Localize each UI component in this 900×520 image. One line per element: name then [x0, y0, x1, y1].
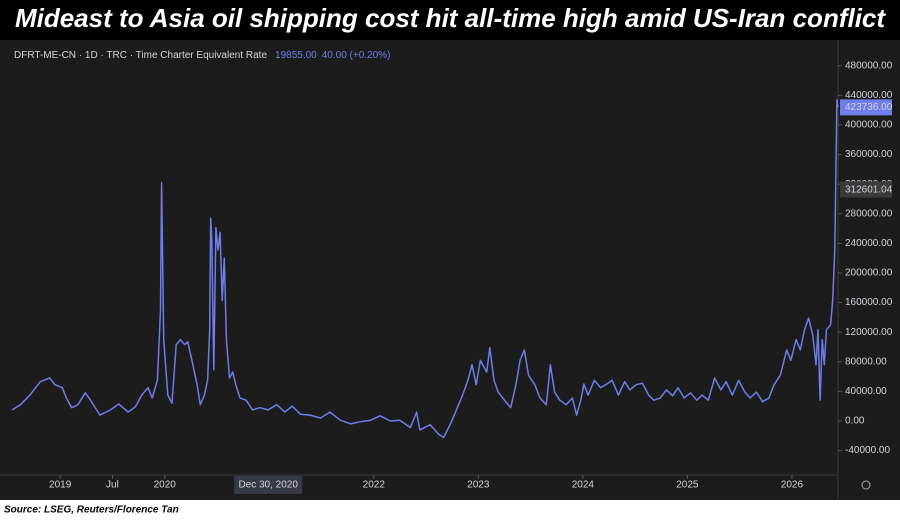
last-price-box — [840, 99, 892, 116]
y-tick-label: 240000.00 — [845, 238, 893, 249]
x-tick-label: Jul — [106, 480, 119, 491]
y-tick-label: 120000.00 — [845, 327, 893, 338]
crosshair-label-box — [234, 476, 303, 494]
settings-icon[interactable] — [861, 480, 871, 490]
price-line — [11, 99, 839, 439]
source-bar — [0, 500, 900, 520]
y-tick-label: 400000.00 — [845, 120, 893, 131]
marker-price-label: 312601.04 — [845, 184, 893, 195]
x-tick-label: 2024 — [572, 480, 595, 491]
x-tick-label: 2019 — [49, 480, 72, 491]
last-price-label: 423736.00 — [845, 102, 893, 113]
subtitle-change: 40.00 (+0.20%) — [322, 50, 391, 61]
y-tick-label: -40000.00 — [845, 445, 890, 456]
y-tick-label: 160000.00 — [845, 297, 893, 308]
y-tick-label: 360000.00 — [845, 149, 893, 160]
y-tick-label: 480000.00 — [845, 60, 893, 71]
chart-title: Mideast to Asia oil shipping cost hit al… — [15, 3, 886, 33]
x-tick-label: 2025 — [676, 480, 699, 491]
subtitle: DFRT-ME-CN · 1D · TRC · Time Charter Equ… — [14, 50, 390, 61]
plot-background — [0, 40, 900, 500]
y-tick-label: 200000.00 — [845, 268, 893, 279]
subtitle-value: 19855.00 — [275, 50, 317, 61]
x-tick-label: 2020 — [154, 480, 177, 491]
x-tick-label: 2022 — [363, 480, 386, 491]
y-tick-label: 40000.00 — [845, 386, 887, 397]
marker-price-box — [840, 181, 892, 198]
title-bar — [0, 0, 900, 40]
x-tick-label: 2023 — [467, 480, 490, 491]
y-tick-label: 440000.00 — [845, 90, 893, 101]
y-tick-label: 280000.00 — [845, 208, 893, 219]
y-tick-label: 0.00 — [845, 416, 865, 427]
y-tick-label: 80000.00 — [845, 356, 887, 367]
source: Source: LSEG, Reuters/Florence Tan — [4, 505, 179, 516]
crosshair-label: Dec 30, 2020 — [238, 480, 298, 491]
x-tick-label: 2026 — [781, 480, 804, 491]
subtitle-symbol: DFRT-ME-CN · 1D · TRC · Time Charter Equ… — [14, 50, 267, 61]
